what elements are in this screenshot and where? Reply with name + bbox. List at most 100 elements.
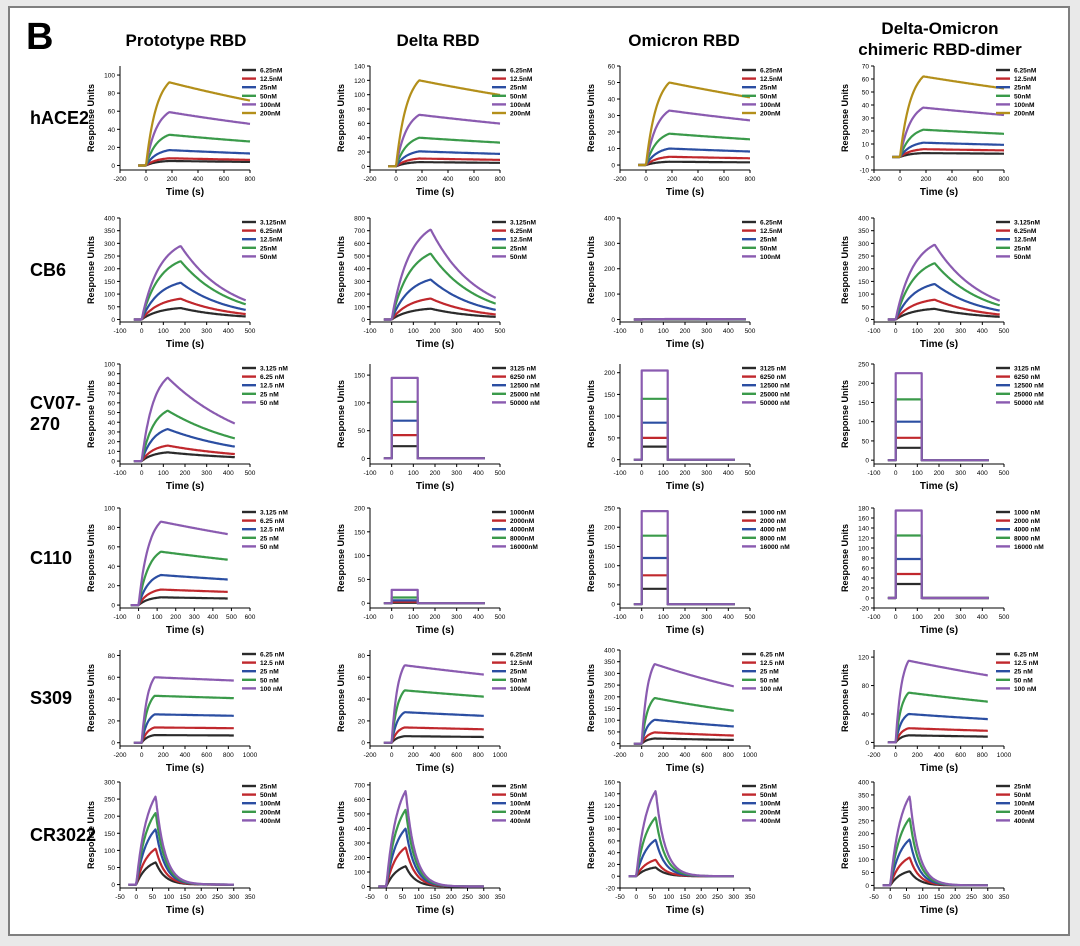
y-tick-label: 10 bbox=[862, 142, 870, 149]
y-tick-label: 40 bbox=[108, 564, 116, 571]
x-tick-label: 300 bbox=[189, 614, 200, 621]
y-tick-label: 30 bbox=[108, 429, 116, 436]
x-tick-label: 100 bbox=[413, 894, 424, 901]
x-tick-label: 500 bbox=[226, 614, 237, 621]
legend-label: 2000nM bbox=[510, 518, 535, 525]
series-line-100-nm bbox=[633, 663, 735, 745]
x-tick-label: 300 bbox=[955, 470, 966, 477]
x-tick-label: 600 bbox=[451, 752, 462, 759]
y-tick-label: 120 bbox=[858, 655, 869, 662]
legend-label: 6.25nM bbox=[510, 228, 533, 235]
legend-label: 25000 nM bbox=[1014, 391, 1044, 398]
y-axis-title: Response Units bbox=[586, 664, 596, 732]
legend-label: 6.25nM bbox=[260, 68, 283, 75]
legend-label: 50 nM bbox=[260, 544, 279, 551]
series-line-400nm bbox=[128, 795, 235, 886]
x-axis-title: Time (s) bbox=[166, 905, 204, 916]
x-tick-label: -100 bbox=[613, 614, 626, 621]
x-tick-label: 600 bbox=[245, 614, 256, 621]
chart-hace2-prototype-rbd: 0 20 40 60 80 100 -200 0 200 400 600 800 Time (s) Res… bbox=[86, 66, 283, 198]
y-tick-label: 80 bbox=[358, 107, 366, 114]
y-tick-label: 300 bbox=[604, 671, 615, 678]
x-tick-label: 300 bbox=[701, 470, 712, 477]
legend-label: 4000 nM bbox=[760, 527, 787, 534]
y-tick-label: 100 bbox=[104, 362, 115, 369]
x-axis-title: Time (s) bbox=[166, 763, 204, 774]
legend-label: 25nM bbox=[510, 784, 527, 791]
x-tick-label: 300 bbox=[451, 614, 462, 621]
x-tick-label: 250 bbox=[712, 894, 723, 901]
x-tick-label: 500 bbox=[745, 470, 756, 477]
row-label-line: CV07- bbox=[30, 393, 82, 413]
x-tick-label: 300 bbox=[228, 894, 239, 901]
series-line-50nm bbox=[383, 689, 485, 744]
x-tick-label: -100 bbox=[113, 470, 126, 477]
x-tick-label: -50 bbox=[115, 894, 125, 901]
legend-label: 3.125 nM bbox=[260, 366, 288, 373]
y-tick-label: 50 bbox=[108, 304, 116, 311]
legend-label: 25 nM bbox=[260, 391, 279, 398]
column-title-delta-omicron-chimeric-rbd-dimer: Delta-Omicron chimeric RBD-dimer bbox=[830, 18, 1050, 60]
x-tick-label: 600 bbox=[955, 752, 966, 759]
y-tick-label: 80 bbox=[358, 653, 366, 660]
y-tick-label: 150 bbox=[604, 544, 615, 551]
legend-label: 3.125nM bbox=[510, 220, 537, 227]
legend-label: 25nM bbox=[510, 85, 527, 92]
legend-label: 12500 nM bbox=[1014, 383, 1044, 390]
series-line-25nm bbox=[891, 141, 1005, 159]
legend-label: 6.25nM bbox=[760, 68, 783, 75]
x-tick-label: 600 bbox=[219, 176, 230, 183]
row-label-line: S309 bbox=[30, 687, 73, 708]
series-line-6-25nm bbox=[891, 152, 1005, 159]
legend-label: 4000nM bbox=[510, 527, 535, 534]
x-tick-label: 300 bbox=[955, 328, 966, 335]
x-tick-label: 500 bbox=[245, 328, 256, 335]
series-line-12-5-nm bbox=[133, 428, 236, 463]
x-tick-label: -50 bbox=[365, 894, 375, 901]
legend-label: 6.25 nM bbox=[260, 518, 285, 525]
legend-label: 100nM bbox=[760, 801, 781, 808]
legend-label: 12.5nM bbox=[510, 660, 533, 667]
series-line-3-125-nm bbox=[133, 451, 236, 463]
x-tick-label: 1000 bbox=[243, 752, 258, 759]
y-tick-label: 10 bbox=[608, 146, 616, 153]
x-axis-title: Time (s) bbox=[666, 905, 704, 916]
legend-label: 50nM bbox=[1014, 792, 1031, 799]
series-line-100nm bbox=[637, 109, 751, 167]
row-label-hace2: hACE2 bbox=[30, 108, 89, 129]
series-line-100-nm bbox=[887, 659, 989, 744]
chart-hace2-delta-omicron-chimeric-rbd-dimer: -10 0 10 20 30 40 50 60 70 -200 0 200 400 600 800 Time … bbox=[840, 64, 1037, 199]
column-title-line: Prototype RBD bbox=[125, 31, 247, 50]
legend-label: 200nM bbox=[510, 111, 531, 118]
y-tick-label: 30 bbox=[862, 116, 870, 123]
y-axis-title: Response Units bbox=[336, 84, 346, 152]
x-tick-label: 400 bbox=[193, 176, 204, 183]
legend-label: 50000 nM bbox=[1014, 400, 1044, 407]
legend-label: 12.5 nM bbox=[260, 660, 285, 667]
legend-label: 25nM bbox=[760, 85, 777, 92]
x-tick-label: -100 bbox=[867, 328, 880, 335]
legend-label: 50nM bbox=[260, 93, 277, 100]
y-tick-label: 70 bbox=[862, 64, 870, 71]
series-line-12-5nm bbox=[133, 281, 246, 321]
series-line-12-5nm bbox=[887, 283, 1000, 321]
x-tick-label: 0 bbox=[140, 470, 144, 477]
legend-label: 200nM bbox=[1014, 809, 1035, 816]
y-tick-label: 0 bbox=[611, 874, 615, 881]
series-line-200nm bbox=[137, 81, 251, 167]
legend-label: 25nM bbox=[510, 669, 527, 676]
x-tick-label: 400 bbox=[977, 614, 988, 621]
legend-label: 50 nM bbox=[760, 677, 779, 684]
y-axis-title: Response Units bbox=[840, 801, 850, 869]
y-tick-label: 50 bbox=[862, 438, 870, 445]
series-line-50-nm bbox=[130, 520, 229, 607]
y-tick-label: 60 bbox=[108, 544, 116, 551]
y-tick-label: 250 bbox=[104, 797, 115, 804]
chart-c110-delta-omicron-chimeric-rbd-dimer: -20 0 20 40 60 80 100 120 140 160 180 -100 0 100 200 30… bbox=[840, 506, 1044, 637]
legend-label: 200nM bbox=[510, 809, 531, 816]
y-tick-label: 100 bbox=[858, 546, 869, 553]
y-tick-label: 300 bbox=[104, 780, 115, 787]
x-tick-label: 400 bbox=[223, 470, 234, 477]
x-tick-label: 350 bbox=[999, 894, 1010, 901]
y-tick-label: 20 bbox=[862, 586, 870, 593]
